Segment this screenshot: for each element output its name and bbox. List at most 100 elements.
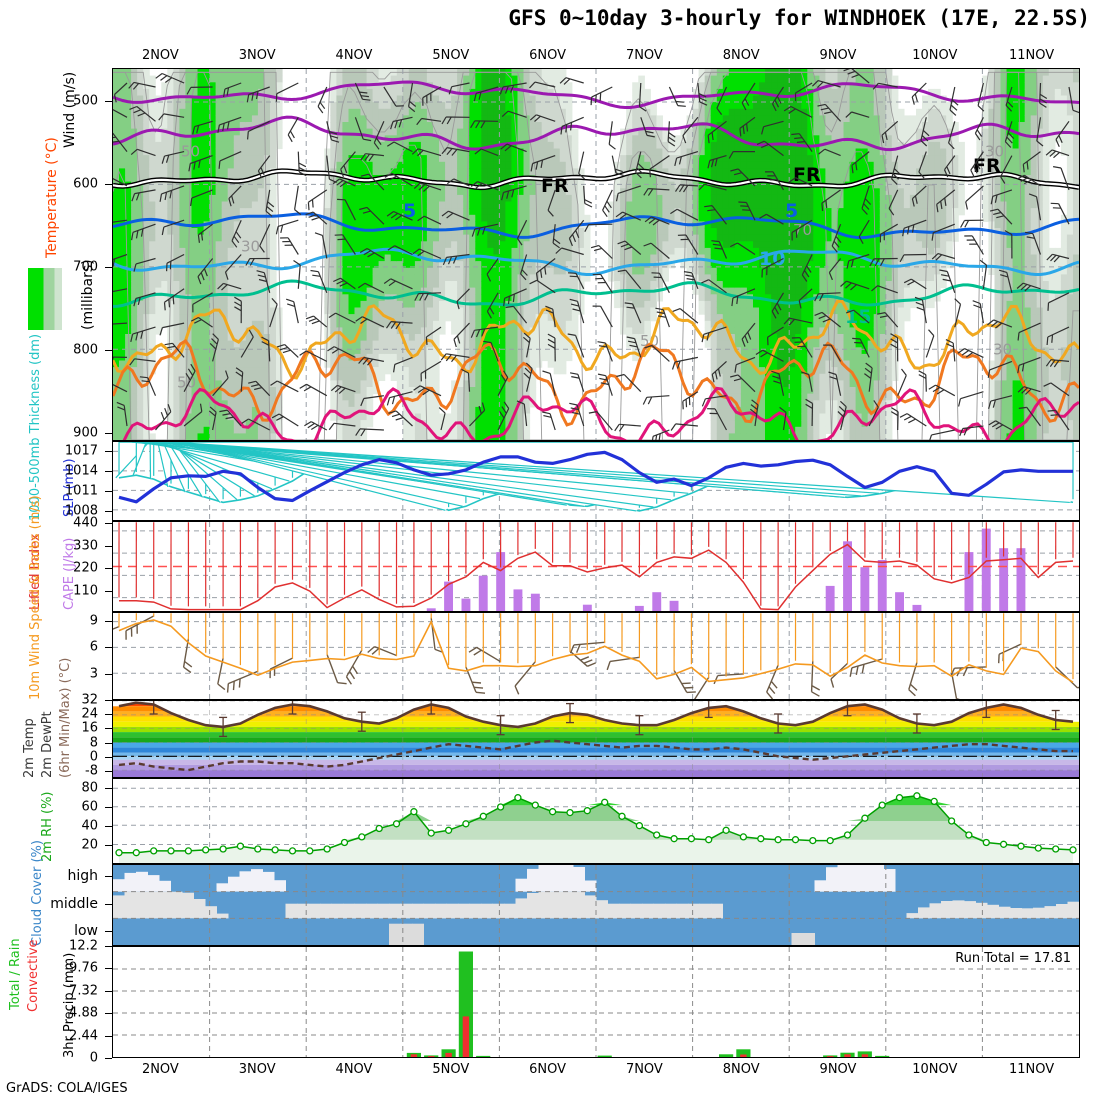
y-tick-mark [105, 522, 112, 524]
y-tick-mark [105, 844, 112, 846]
y-tick-label: 1008 [64, 503, 98, 519]
precip-panel: Run Total = 17.81 [112, 946, 1080, 1058]
y-tick-label: 6 [89, 639, 98, 655]
y-tick-mark [105, 349, 112, 351]
date-tick-7nov: 7NOV [625, 1062, 663, 1077]
date-tick-6nov: 6NOV [529, 48, 567, 63]
axis-label-convective: Convective [26, 939, 41, 1012]
y-tick-label: 220 [73, 560, 98, 576]
y-tick-mark [105, 1058, 112, 1059]
y-tick-mark [105, 673, 112, 675]
cloud-row-label-middle: middle [50, 895, 98, 912]
y-tick-mark [105, 930, 112, 932]
y-tick-label: 24 [81, 706, 98, 722]
date-tick-3nov: 3NOV [238, 1062, 276, 1077]
y-tick-mark [105, 490, 112, 492]
rh-legend-swatch [28, 268, 62, 330]
y-tick-mark [105, 620, 112, 622]
date-tick-8nov: 8NOV [722, 48, 760, 63]
y-tick-label: 1017 [64, 443, 98, 459]
axis-label-wind10m: 10m Wind Speed & Barbs (m/s) [28, 495, 43, 700]
y-tick-mark [105, 1035, 112, 1037]
y-tick-mark [105, 432, 112, 434]
y-tick-mark [105, 806, 112, 808]
y-tick-label: 330 [73, 538, 98, 554]
y-tick-mark [105, 903, 112, 905]
y-tick-mark [105, 510, 112, 512]
y-tick-mark [105, 450, 112, 452]
date-tick-3nov: 3NOV [238, 48, 276, 63]
page-title: GFS 0~10day 3-hourly for WINDHOEK (17E, … [508, 6, 1090, 30]
y-tick-mark [105, 742, 112, 744]
y-tick-mark [105, 1013, 112, 1015]
y-tick-label: 80 [81, 780, 98, 796]
y-tick-label: 3 [89, 666, 98, 682]
y-tick-mark [105, 770, 112, 772]
y-tick-label: 32 [81, 692, 98, 708]
cloud-row-label-high: high [67, 868, 98, 885]
y-tick-label: 0 [89, 1050, 98, 1066]
y-tick-label: 440 [73, 515, 98, 531]
y-tick-label: 500 [73, 93, 98, 109]
upper-air-panel: 50 30 50 70 30 30 50 FR FR FR 5 5 10 15 [112, 68, 1080, 441]
bottom-date-axis: 2NOV 3NOV 4NOV 5NOV 6NOV 7NOV 8NOV 9NOV 10NOV 11N… [0, 1062, 1100, 1080]
top-date-axis: 2NOV 3NOV 4NOV 5NOV 6NOV 7NOV 8NOV 9NOV 10NOV 11N… [0, 48, 1100, 66]
rh2m-panel [112, 778, 1080, 864]
axis-label-temperature: Temperature (°C) [44, 137, 60, 258]
date-tick-2nov: 2NOV [141, 48, 179, 63]
y-tick-mark [105, 728, 112, 730]
date-tick-10nov: 10NOV [912, 1062, 958, 1077]
axis-label-thickness: 1000-500mb Thickness (dm) [28, 333, 43, 521]
y-tick-mark [105, 647, 112, 649]
y-tick-mark [105, 591, 112, 593]
y-tick-label: 20 [81, 837, 98, 853]
y-tick-label: 0 [89, 749, 98, 765]
y-tick-mark [105, 990, 112, 992]
y-tick-mark [105, 266, 112, 268]
y-tick-mark [105, 756, 112, 758]
date-tick-5nov: 5NOV [432, 48, 470, 63]
slp-thickness-panel [112, 441, 1080, 521]
date-tick-9nov: 9NOV [819, 1062, 857, 1077]
y-tick-mark [105, 568, 112, 570]
y-tick-label: 1014 [64, 463, 98, 479]
y-tick-mark [105, 946, 112, 947]
date-tick-2nov: 2NOV [141, 1062, 179, 1077]
date-tick-4nov: 4NOV [335, 48, 373, 63]
axis-label-minmax: (6hr Min/Max) (°C) [58, 657, 73, 778]
axis-label-dewpt2m: 2m DewPt [40, 711, 55, 778]
wind10m-panel [112, 612, 1080, 700]
y-tick-label: 9 [89, 613, 98, 629]
y-tick-mark [105, 876, 112, 878]
y-tick-label: 800 [73, 342, 98, 358]
y-tick-label: 4.88 [69, 1005, 98, 1021]
cape-lifted-index-panel [112, 521, 1080, 612]
date-tick-4nov: 4NOV [335, 1062, 373, 1077]
run-total-label: Run Total = 17.81 [955, 951, 1071, 966]
y-tick-label: 600 [73, 176, 98, 192]
date-tick-5nov: 5NOV [432, 1062, 470, 1077]
y-tick-label: -8 [85, 763, 98, 779]
date-tick-6nov: 6NOV [529, 1062, 567, 1077]
y-tick-mark [105, 714, 112, 716]
y-tick-label: 8 [89, 735, 98, 751]
y-tick-mark [105, 470, 112, 472]
y-tick-label: 60 [81, 799, 98, 815]
y-tick-label: 1011 [64, 483, 98, 499]
y-tick-mark [105, 101, 112, 103]
y-tick-mark [105, 700, 112, 701]
y-tick-label: 16 [81, 720, 98, 736]
date-tick-9nov: 9NOV [819, 48, 857, 63]
temp2m-panel [112, 700, 1080, 778]
date-tick-10nov: 10NOV [912, 48, 958, 63]
footer-credit: GrADS: COLA/IGES [6, 1081, 128, 1096]
y-tick-label: 2.44 [69, 1028, 98, 1044]
y-tick-mark [105, 968, 112, 970]
y-tick-label: 40 [81, 818, 98, 834]
date-tick-11nov: 11NOV [1009, 48, 1055, 63]
y-tick-label: 12.2 [69, 938, 98, 954]
y-tick-label: 110 [73, 583, 98, 599]
cloud-cover-panel [112, 864, 1080, 946]
axis-label-temp2m: 2m Temp [22, 718, 37, 778]
